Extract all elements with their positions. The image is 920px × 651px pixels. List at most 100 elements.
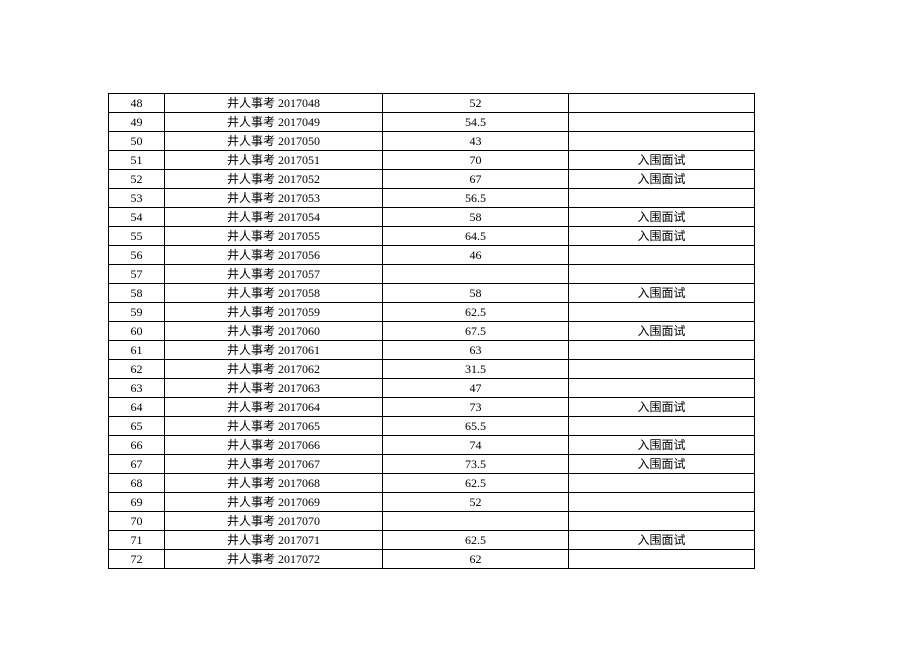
row-number: 57 xyxy=(109,265,165,284)
note: 入围面试 xyxy=(569,531,755,550)
score: 58 xyxy=(383,284,569,303)
row-number: 50 xyxy=(109,132,165,151)
row-number: 64 xyxy=(109,398,165,417)
score: 54.5 xyxy=(383,113,569,132)
row-number: 60 xyxy=(109,322,165,341)
score: 73 xyxy=(383,398,569,417)
table-row: 65井人事考 201706565.5 xyxy=(109,417,755,436)
table-row: 49井人事考 201704954.5 xyxy=(109,113,755,132)
score: 70 xyxy=(383,151,569,170)
candidate-id: 井人事考 2017068 xyxy=(165,474,383,493)
candidate-id: 井人事考 2017052 xyxy=(165,170,383,189)
note xyxy=(569,474,755,493)
table-row: 72井人事考 201707262 xyxy=(109,550,755,569)
note: 入围面试 xyxy=(569,151,755,170)
note xyxy=(569,493,755,512)
score: 62 xyxy=(383,550,569,569)
candidate-id: 井人事考 2017062 xyxy=(165,360,383,379)
note: 入围面试 xyxy=(569,170,755,189)
row-number: 52 xyxy=(109,170,165,189)
score: 74 xyxy=(383,436,569,455)
note xyxy=(569,360,755,379)
row-number: 72 xyxy=(109,550,165,569)
candidate-id: 井人事考 2017058 xyxy=(165,284,383,303)
note: 入围面试 xyxy=(569,436,755,455)
results-table: 48井人事考 20170485249井人事考 201704954.550井人事考… xyxy=(108,93,755,569)
score: 63 xyxy=(383,341,569,360)
candidate-id: 井人事考 2017055 xyxy=(165,227,383,246)
candidate-id: 井人事考 2017066 xyxy=(165,436,383,455)
table-row: 53井人事考 201705356.5 xyxy=(109,189,755,208)
note xyxy=(569,265,755,284)
candidate-id: 井人事考 2017063 xyxy=(165,379,383,398)
score: 31.5 xyxy=(383,360,569,379)
table-row: 62井人事考 201706231.5 xyxy=(109,360,755,379)
table-row: 61井人事考 201706163 xyxy=(109,341,755,360)
table-row: 55井人事考 201705564.5入围面试 xyxy=(109,227,755,246)
candidate-id: 井人事考 2017050 xyxy=(165,132,383,151)
note: 入围面试 xyxy=(569,284,755,303)
row-number: 65 xyxy=(109,417,165,436)
table-row: 71井人事考 201707162.5入围面试 xyxy=(109,531,755,550)
score xyxy=(383,265,569,284)
results-table-body: 48井人事考 20170485249井人事考 201704954.550井人事考… xyxy=(109,94,755,569)
row-number: 48 xyxy=(109,94,165,113)
note xyxy=(569,417,755,436)
candidate-id: 井人事考 2017061 xyxy=(165,341,383,360)
score: 62.5 xyxy=(383,531,569,550)
table-row: 70井人事考 2017070 xyxy=(109,512,755,531)
row-number: 69 xyxy=(109,493,165,512)
candidate-id: 井人事考 2017067 xyxy=(165,455,383,474)
table-row: 68井人事考 201706862.5 xyxy=(109,474,755,493)
candidate-id: 井人事考 2017064 xyxy=(165,398,383,417)
candidate-id: 井人事考 2017048 xyxy=(165,94,383,113)
note xyxy=(569,512,755,531)
table-row: 56井人事考 201705646 xyxy=(109,246,755,265)
score: 65.5 xyxy=(383,417,569,436)
table-row: 48井人事考 201704852 xyxy=(109,94,755,113)
candidate-id: 井人事考 2017059 xyxy=(165,303,383,322)
row-number: 59 xyxy=(109,303,165,322)
score: 67.5 xyxy=(383,322,569,341)
row-number: 68 xyxy=(109,474,165,493)
candidate-id: 井人事考 2017065 xyxy=(165,417,383,436)
score: 52 xyxy=(383,94,569,113)
candidate-id: 井人事考 2017071 xyxy=(165,531,383,550)
score: 46 xyxy=(383,246,569,265)
candidate-id: 井人事考 2017069 xyxy=(165,493,383,512)
candidate-id: 井人事考 2017057 xyxy=(165,265,383,284)
row-number: 49 xyxy=(109,113,165,132)
candidate-id: 井人事考 2017070 xyxy=(165,512,383,531)
row-number: 54 xyxy=(109,208,165,227)
row-number: 66 xyxy=(109,436,165,455)
score: 56.5 xyxy=(383,189,569,208)
table-row: 50井人事考 201705043 xyxy=(109,132,755,151)
table-row: 67井人事考 201706773.5入围面试 xyxy=(109,455,755,474)
candidate-id: 井人事考 2017049 xyxy=(165,113,383,132)
table-row: 59井人事考 201705962.5 xyxy=(109,303,755,322)
row-number: 67 xyxy=(109,455,165,474)
note xyxy=(569,550,755,569)
candidate-id: 井人事考 2017060 xyxy=(165,322,383,341)
row-number: 55 xyxy=(109,227,165,246)
table-row: 60井人事考 201706067.5入围面试 xyxy=(109,322,755,341)
table-row: 63井人事考 201706347 xyxy=(109,379,755,398)
candidate-id: 井人事考 2017072 xyxy=(165,550,383,569)
note xyxy=(569,379,755,398)
note: 入围面试 xyxy=(569,208,755,227)
table-row: 54井人事考 201705458入围面试 xyxy=(109,208,755,227)
note xyxy=(569,246,755,265)
row-number: 51 xyxy=(109,151,165,170)
table-row: 69井人事考 201706952 xyxy=(109,493,755,512)
score: 64.5 xyxy=(383,227,569,246)
table-row: 64井人事考 201706473入围面试 xyxy=(109,398,755,417)
candidate-id: 井人事考 2017053 xyxy=(165,189,383,208)
score: 52 xyxy=(383,493,569,512)
candidate-id: 井人事考 2017051 xyxy=(165,151,383,170)
score: 43 xyxy=(383,132,569,151)
note: 入围面试 xyxy=(569,322,755,341)
note xyxy=(569,94,755,113)
table-row: 58井人事考 201705858入围面试 xyxy=(109,284,755,303)
note: 入围面试 xyxy=(569,398,755,417)
score: 62.5 xyxy=(383,303,569,322)
